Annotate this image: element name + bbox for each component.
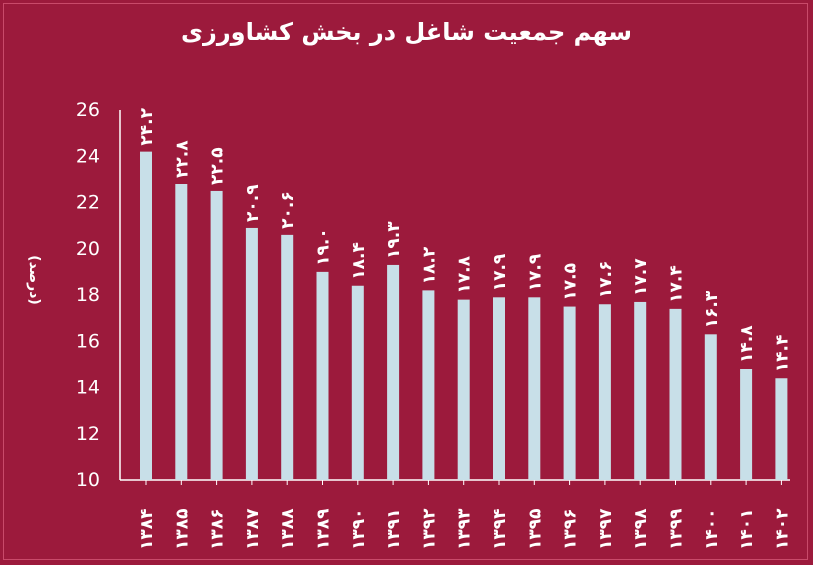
bar [740,369,753,480]
bar [210,190,223,480]
x-tick-label: ۱۳۹۲ [419,508,439,550]
bar-value-label: ۱۸.۴ [349,242,369,280]
y-tick-label: 12 [76,423,100,445]
x-tick-label: ۱۳۸۸ [278,508,298,550]
bar [281,234,294,480]
bar-value-label: ۱۶.۳ [702,290,722,328]
bar [704,334,717,480]
bar-value-label: ۲۰.۶ [278,191,298,229]
x-tick-label: ۱۴۰۰ [702,508,722,550]
x-tick-label: ۱۳۹۳ [455,508,475,550]
chart-title: سهم جمعیت شاغل در بخش کشاورزی [181,18,632,46]
bar [528,297,541,480]
x-tick-label: ۱۳۹۶ [561,508,581,550]
bar-value-label: ۱۷.۴ [667,265,687,303]
bar [775,378,788,480]
x-tick-label: ۱۳۹۵ [525,508,545,550]
x-tick-label: ۱۳۸۵ [172,508,192,550]
bar-value-label: ۲۲.۸ [172,140,192,178]
bar-value-label: ۱۷.۵ [561,263,581,301]
bar [669,308,682,480]
x-tick-label: ۱۳۸۴ [137,508,157,550]
bar-value-label: ۱۴.۴ [772,335,792,373]
bar [140,151,152,480]
bar-value-label: ۱۷.۶ [596,261,616,299]
bar-value-label: ۱۹.۳ [384,221,404,259]
bar-value-label: ۱۷.۹ [490,253,510,291]
y-tick-label: 16 [76,330,100,352]
y-tick-label: 22 [76,192,100,214]
x-tick-label: ۱۳۹۰ [349,508,369,550]
bar [316,271,329,480]
x-tick-label: ۱۳۹۷ [596,508,616,550]
bar-value-label: ۲۲.۵ [208,147,228,185]
x-tick-label: ۱۴۰۲ [772,508,792,550]
chart-frame [3,3,808,560]
y-tick-label: 14 [76,377,100,399]
bar [245,227,258,480]
bar-value-label: ۱۴.۸ [737,325,757,363]
y-tick-label: 18 [76,284,100,306]
y-tick-label: 10 [76,469,100,491]
bar-value-label: ۱۹.۰ [314,228,334,266]
bar [457,299,470,480]
bar [175,184,188,480]
x-tick-label: ۱۳۸۷ [243,508,263,550]
bar-value-label: ۱۷.۷ [631,258,651,296]
bar [563,306,576,480]
x-tick-label: ۱۳۹۱ [384,508,404,550]
bar-value-label: ۱۷.۸ [455,255,475,293]
x-tick-label: ۱۳۹۴ [490,508,510,550]
bar [351,285,364,480]
x-tick-label: ۱۳۸۶ [208,508,228,550]
x-tick-label: ۱۳۹۹ [667,508,687,550]
bar [493,297,505,480]
bar [598,304,611,480]
x-tick-label: ۱۳۹۸ [631,508,651,550]
bar [422,290,435,480]
bar-value-label: ۲۴.۲ [137,107,157,145]
bar-value-label: ۱۷.۹ [525,253,545,291]
bar-value-label: ۱۸.۲ [419,246,439,284]
bar [634,301,647,480]
y-tick-label: 20 [76,238,100,260]
x-tick-label: ۱۳۸۹ [314,508,334,550]
bar-value-label: ۲۰.۹ [243,184,263,222]
y-tick-label: 24 [76,145,100,167]
x-tick-label: ۱۴۰۱ [737,508,757,550]
bar [387,264,400,480]
y-tick-label: 26 [76,99,100,121]
